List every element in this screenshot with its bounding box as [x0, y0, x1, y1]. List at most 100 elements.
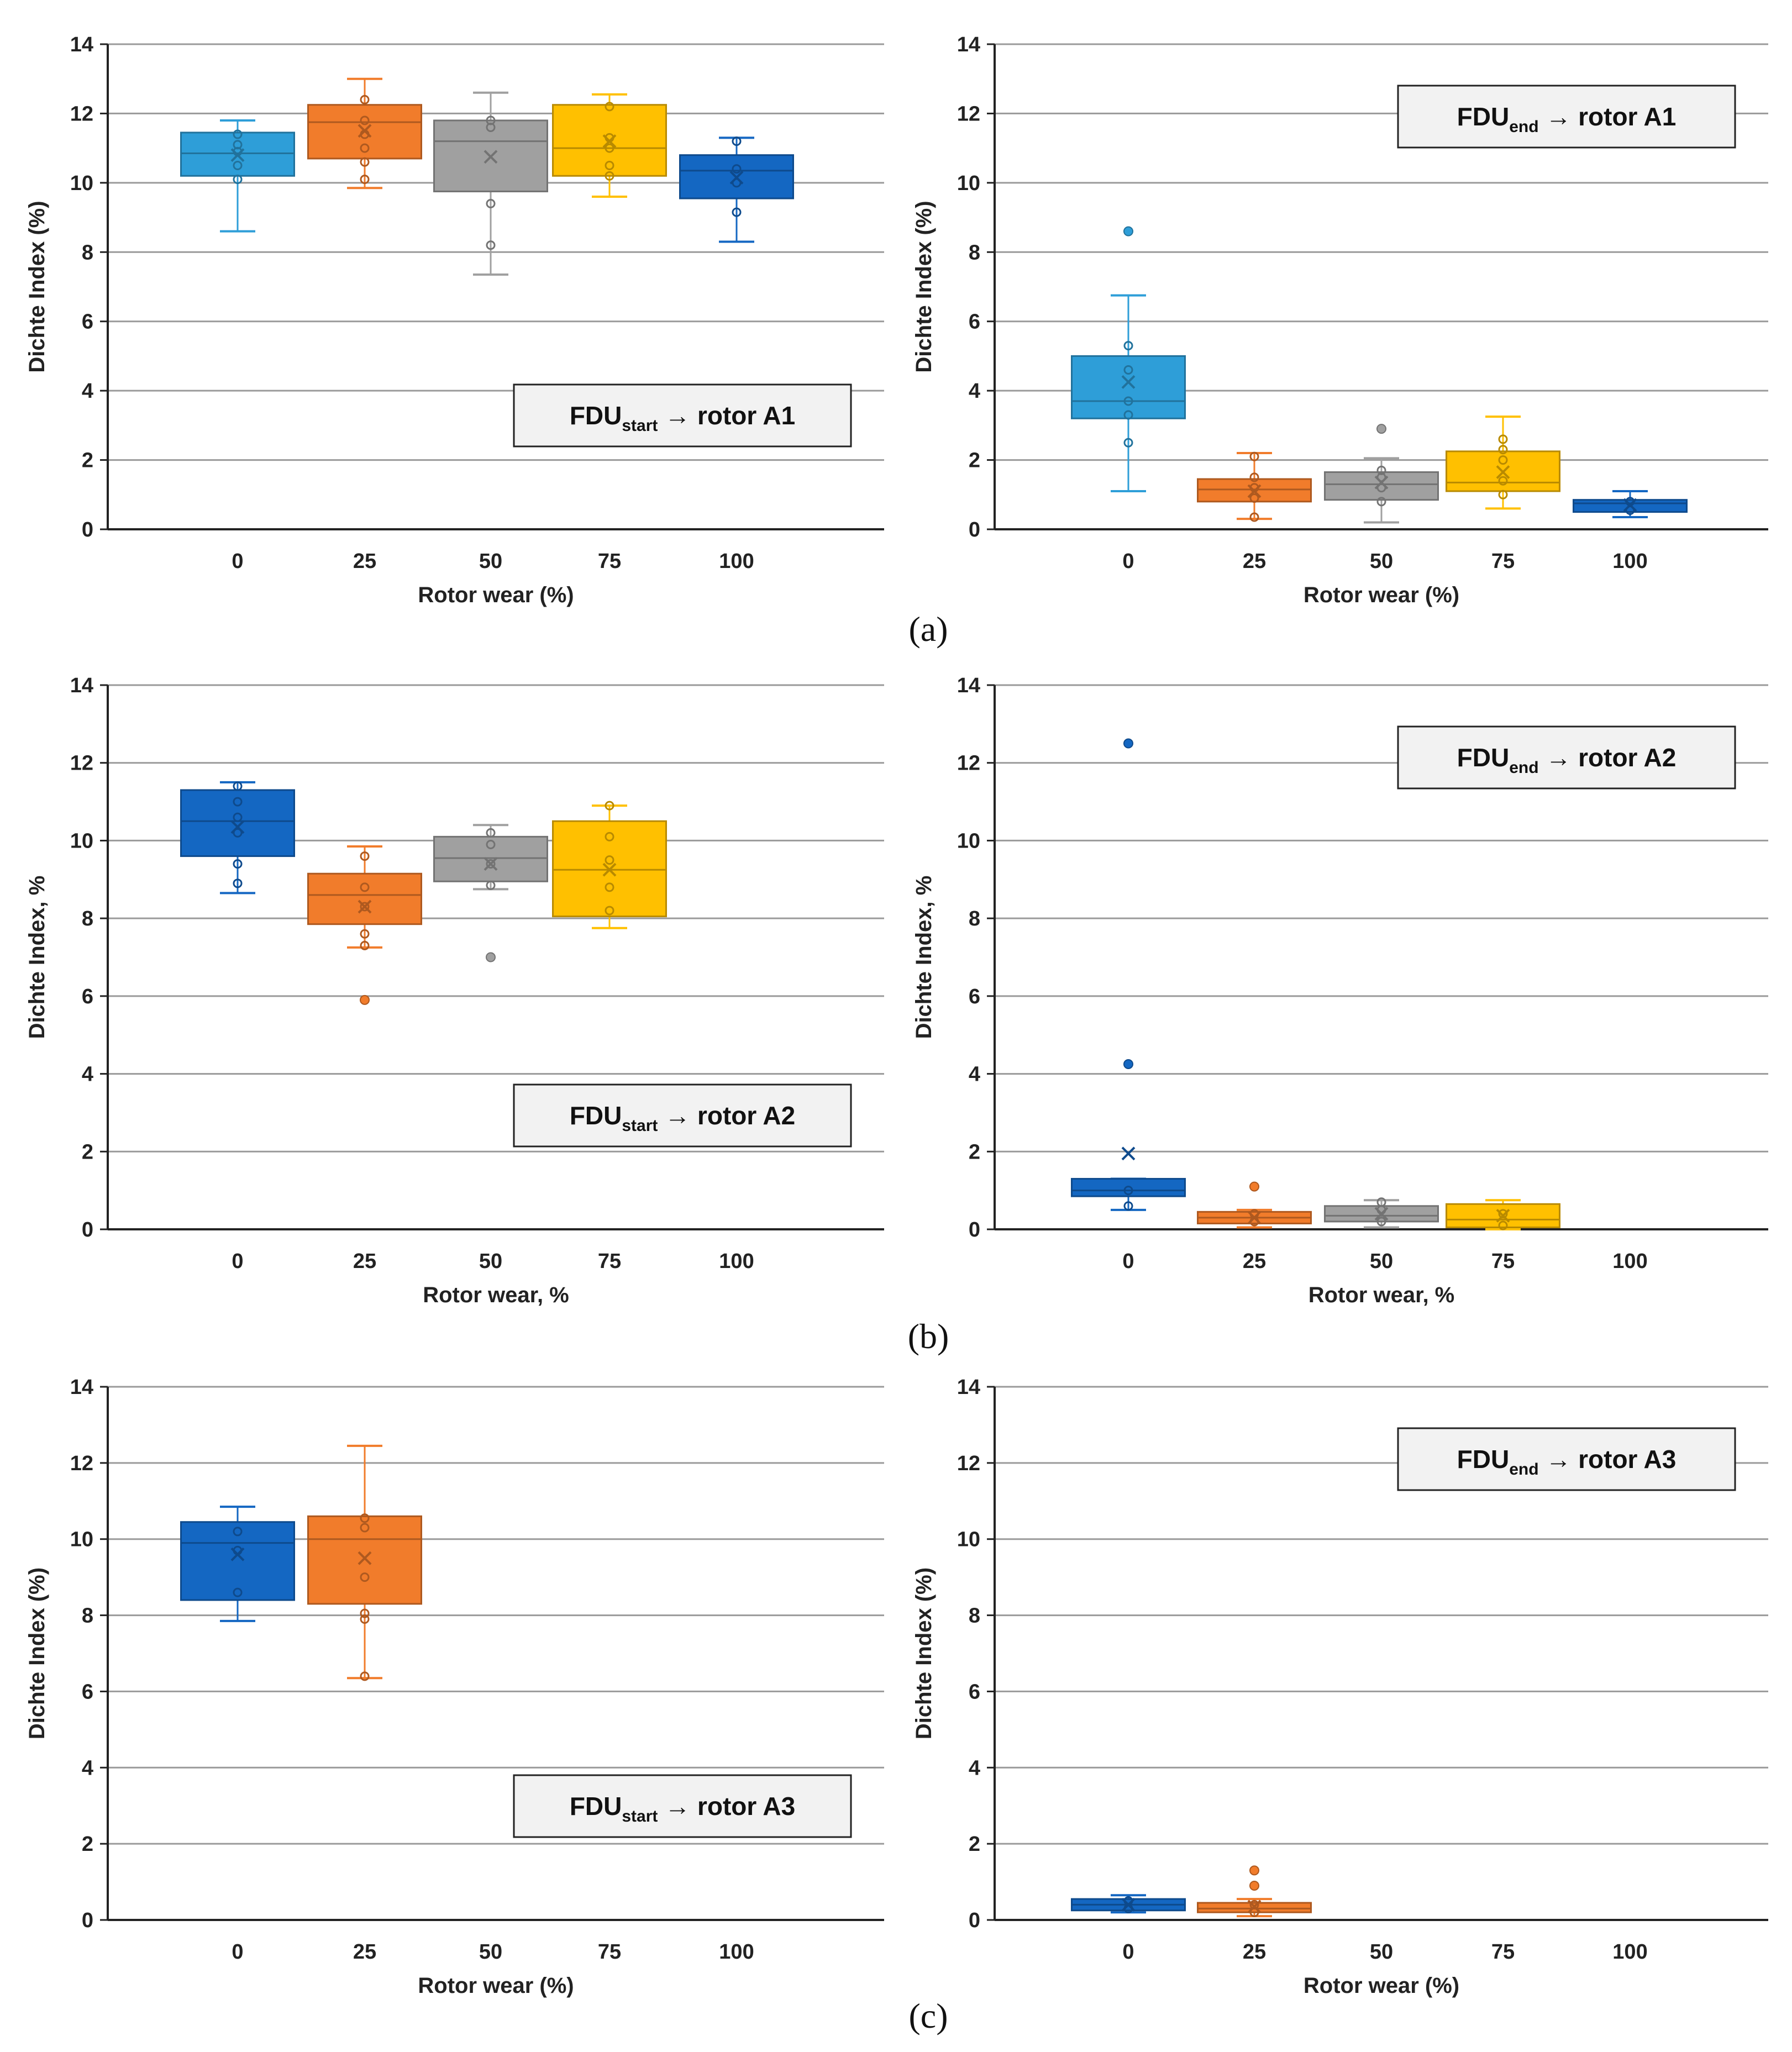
y-tick-label: 4	[969, 380, 980, 403]
legend: FDUend → rotor A2	[1397, 725, 1736, 790]
box-75	[552, 801, 667, 929]
outlier-point	[486, 952, 496, 962]
box-50	[433, 91, 548, 276]
outlier-point	[1249, 1181, 1259, 1192]
y-tick-label: 4	[82, 380, 93, 403]
data-point	[360, 143, 370, 153]
box-100	[1573, 490, 1688, 519]
data-point	[1249, 512, 1259, 522]
data-point	[233, 140, 243, 150]
legend-box	[1397, 1427, 1736, 1491]
mean-marker	[1623, 498, 1637, 512]
box-50	[1324, 424, 1439, 524]
box-25	[307, 77, 422, 190]
box-0	[1071, 1894, 1186, 1914]
x-axis-title: Rotor wear (%)	[418, 583, 574, 607]
mean-marker	[230, 820, 245, 834]
box-75	[552, 93, 667, 198]
x-tick-label: 100	[1612, 1940, 1647, 1964]
data-point	[1123, 341, 1133, 351]
data-point	[486, 880, 496, 890]
y-tick-label: 10	[70, 829, 93, 853]
mean-marker	[602, 134, 617, 149]
y-tick-label: 0	[82, 1218, 93, 1241]
data-point	[605, 801, 614, 811]
mean-marker	[1121, 1898, 1136, 1912]
y-tick-label: 2	[82, 449, 93, 472]
y-axis-title: Dichte Index, %	[25, 876, 49, 1039]
y-tick-label: 2	[969, 1140, 980, 1164]
box-25	[1197, 1181, 1312, 1229]
y-tick-label: 12	[70, 752, 93, 775]
y-tick-label: 0	[82, 518, 93, 541]
y-tick-label: 8	[969, 1604, 980, 1628]
y-tick-label: 10	[957, 172, 980, 195]
y-tick-label: 0	[969, 1218, 980, 1241]
y-tick-label: 12	[70, 1452, 93, 1475]
y-tick-label: 10	[957, 829, 980, 853]
data-point	[233, 859, 243, 869]
mean-marker	[1247, 484, 1262, 498]
data-point	[360, 175, 370, 185]
box-iqr	[433, 835, 548, 882]
data-point	[1249, 493, 1259, 503]
data-point	[360, 1513, 370, 1523]
data-point	[1123, 410, 1133, 420]
y-tick-label: 10	[957, 1528, 980, 1551]
legend-box	[1397, 85, 1736, 149]
mean-marker	[1247, 1211, 1262, 1225]
outlier-point	[1123, 1059, 1133, 1069]
data-point	[1498, 445, 1508, 455]
data-point	[1498, 490, 1508, 499]
y-tick-label: 0	[969, 1909, 980, 1932]
y-tick-label: 4	[969, 1756, 980, 1780]
y-tick-label: 6	[969, 1680, 980, 1703]
box-iqr	[180, 789, 295, 857]
panel-label-b: (b)	[908, 1317, 949, 1356]
mean-marker	[602, 862, 617, 877]
y-tick-label: 0	[969, 518, 980, 541]
x-tick-label: 75	[1491, 550, 1515, 573]
data-point	[605, 906, 614, 915]
mean-marker	[1121, 1146, 1136, 1161]
x-tick-label: 75	[598, 1250, 621, 1273]
data-point	[360, 1614, 370, 1624]
y-tick-label: 2	[82, 1833, 93, 1856]
mean-marker	[484, 857, 498, 871]
y-axis-title: Dichte Index, %	[912, 876, 936, 1039]
y-tick-label: 12	[957, 752, 980, 775]
x-tick-label: 100	[719, 1250, 754, 1273]
data-point	[233, 1587, 243, 1597]
y-tick-label: 8	[82, 1604, 93, 1628]
chart-b-right: 0 2 4 6 8 10 12 14 0 25 50 75 100 Rotor wear, % Dichte…	[912, 674, 1768, 1307]
legend-box	[1397, 725, 1736, 790]
data-point	[233, 129, 243, 139]
box-25	[307, 845, 422, 1005]
x-tick-label: 25	[1243, 1940, 1266, 1964]
x-tick-label: 0	[232, 550, 243, 573]
y-tick-label: 14	[70, 674, 93, 697]
box-25	[1197, 1865, 1312, 1918]
data-point	[1123, 1186, 1133, 1196]
legend-box	[513, 383, 852, 448]
data-point	[1376, 1217, 1386, 1227]
data-point	[1249, 472, 1259, 482]
x-axis-title: Rotor wear (%)	[1304, 583, 1459, 607]
data-point	[605, 171, 614, 181]
mean-marker	[1496, 1208, 1510, 1223]
x-tick-label: 100	[719, 550, 754, 573]
data-point	[732, 136, 742, 146]
y-tick-label: 14	[70, 1376, 93, 1399]
box-0	[180, 781, 295, 895]
y-tick-label: 4	[969, 1063, 980, 1086]
mean-marker	[230, 1547, 245, 1561]
mean-marker	[1374, 475, 1389, 490]
y-tick-label: 6	[82, 1680, 93, 1703]
mean-marker	[1121, 375, 1136, 389]
data-point	[1249, 451, 1259, 461]
y-tick-label: 14	[957, 674, 980, 697]
data-point	[1498, 1209, 1508, 1219]
legend-box	[513, 1083, 852, 1148]
data-point	[360, 882, 370, 892]
